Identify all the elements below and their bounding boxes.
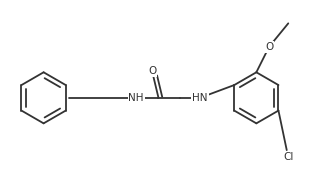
Text: O: O	[148, 66, 156, 76]
Text: HN: HN	[192, 93, 208, 103]
Text: NH: NH	[128, 93, 144, 103]
Text: Cl: Cl	[283, 152, 294, 162]
Text: O: O	[265, 42, 273, 52]
